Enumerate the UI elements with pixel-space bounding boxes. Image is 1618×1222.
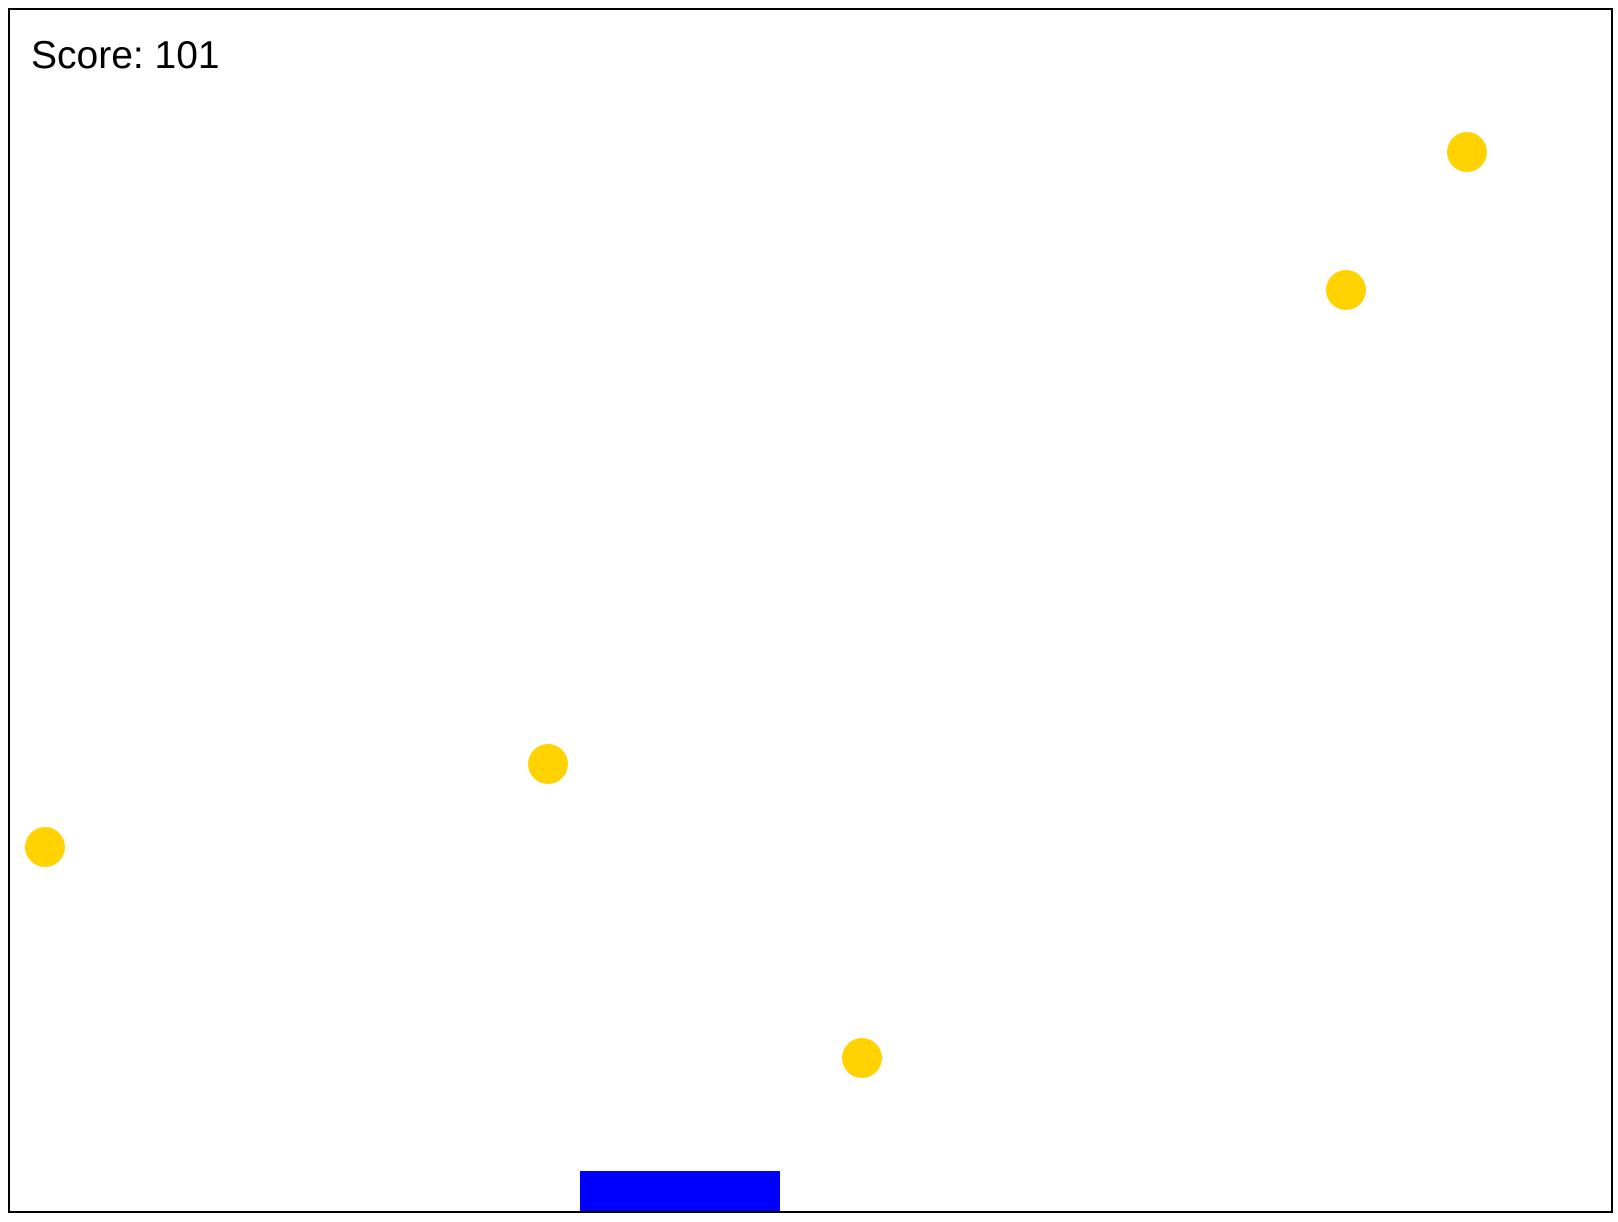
coin-icon bbox=[842, 1038, 882, 1078]
coin-icon bbox=[1326, 270, 1366, 310]
coin-icon bbox=[1447, 132, 1487, 172]
game-canvas[interactable]: Score: 101 bbox=[8, 8, 1613, 1213]
coin-icon bbox=[25, 827, 65, 867]
score-display: Score: 101 bbox=[31, 34, 220, 77]
player-paddle[interactable] bbox=[580, 1171, 780, 1211]
coin-icon bbox=[528, 744, 568, 784]
